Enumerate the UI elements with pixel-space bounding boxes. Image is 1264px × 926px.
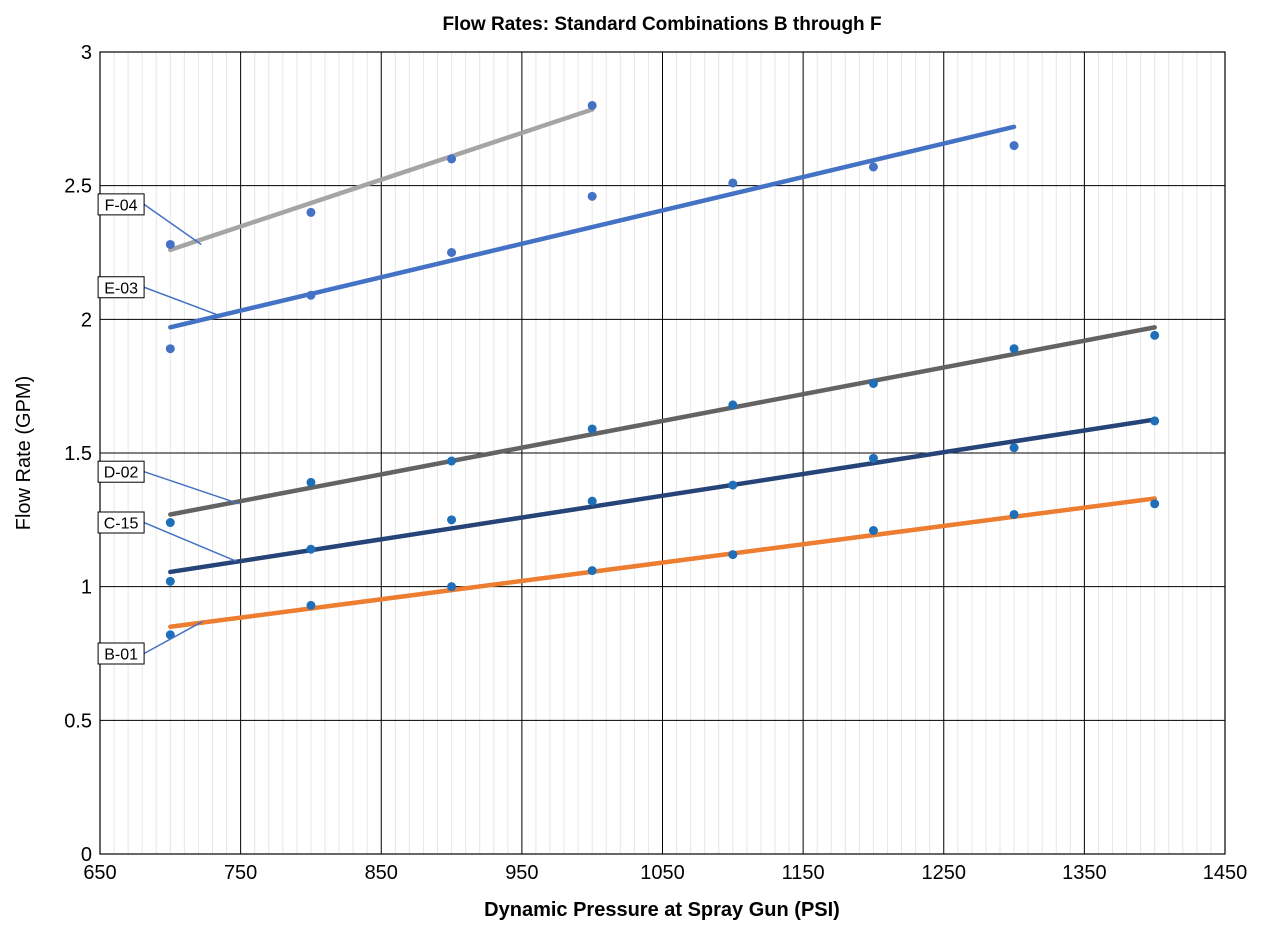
trendline-c-15 [168,417,1157,575]
series-label-e-03: E-03 [104,280,138,297]
chart-title: Flow Rates: Standard Combinations B thro… [442,14,881,35]
x-tick-label: 750 [224,862,257,884]
x-tick-label: 950 [505,862,538,884]
y-tick-label: 1 [81,577,92,599]
data-point-f-04 [165,239,175,249]
data-point-d-02 [306,477,316,487]
data-point-f-04 [447,154,457,164]
series-label-c-15: C-15 [104,516,139,533]
leader-line-f-04 [143,203,202,246]
x-tick-label: 1250 [922,862,967,884]
data-points [165,100,1160,640]
data-point-d-02 [1009,344,1019,354]
label-box-f-04 [97,193,145,216]
data-point-b-01 [1009,509,1019,519]
data-point-e-03 [1009,141,1019,151]
x-tick-labels: 650 750 850 950 1050 1150 1250 1350 1450 [83,862,1247,884]
x-tick-label: 1450 [1203,862,1248,884]
leader-line-b-01 [143,620,204,655]
y-tick-label: 1.5 [64,443,92,465]
y-tick-label: 0.5 [64,710,92,732]
y-tick-label: 3 [81,42,92,64]
series-labels: F-04 E-03 D-02 C-15 B-01 [97,193,240,665]
y-tick-labels: 0 0.5 1 1.5 2 2.5 3 [64,42,92,866]
data-point-f-04 [306,207,316,217]
data-point-e-03 [868,162,878,172]
data-point-e-03 [306,290,316,300]
data-point-c-15 [1150,416,1160,426]
series-label-d-02: D-02 [104,465,139,482]
data-point-c-15 [447,515,457,525]
series-label-b-01: B-01 [104,647,138,664]
label-box-b-01 [97,642,145,665]
data-point-c-15 [1009,443,1019,453]
label-box-c-15 [97,511,145,534]
data-point-c-15 [868,453,878,463]
data-point-b-01 [447,582,457,592]
x-tick-label: 650 [83,862,116,884]
data-point-c-15 [165,576,175,586]
data-point-e-03 [728,178,738,188]
x-tick-label: 1050 [640,862,685,884]
x-tick-label: 850 [365,862,398,884]
x-axis-title: Dynamic Pressure at Spray Gun (PSI) [484,899,840,921]
label-box-e-03 [97,276,145,299]
data-point-b-01 [587,566,597,576]
y-tick-label: 0 [81,844,92,866]
trendline-b-01 [168,496,1157,630]
data-point-c-15 [728,480,738,490]
data-point-d-02 [1150,330,1160,340]
data-point-d-02 [447,456,457,466]
y-tick-label: 2 [81,309,92,331]
y-tick-label: 2.5 [64,176,92,198]
trendline-d-02 [168,325,1157,517]
data-point-b-01 [306,600,316,610]
data-point-d-02 [165,518,175,528]
data-point-d-02 [587,424,597,434]
data-point-b-01 [868,526,878,536]
data-point-b-01 [165,630,175,640]
label-box-d-02 [97,460,145,483]
data-point-b-01 [728,550,738,560]
x-tick-label: 1350 [1062,862,1107,884]
leader-line-e-03 [143,286,223,318]
x-tick-label: 1150 [782,862,825,884]
data-point-d-02 [868,378,878,388]
series-label-f-04: F-04 [105,197,138,214]
data-point-e-03 [165,344,175,354]
plot-border [99,51,1226,855]
data-point-e-03 [587,191,597,201]
leader-line-d-02 [143,471,240,505]
data-point-f-04 [587,100,597,110]
data-point-d-02 [728,400,738,410]
trendline-f-04 [168,107,595,253]
data-point-c-15 [306,544,316,554]
data-point-e-03 [447,248,457,257]
data-point-b-01 [1150,499,1160,509]
data-point-c-15 [587,496,597,506]
y-axis-title: Flow Rate (GPM) [13,376,35,530]
leader-line-c-15 [143,521,237,562]
